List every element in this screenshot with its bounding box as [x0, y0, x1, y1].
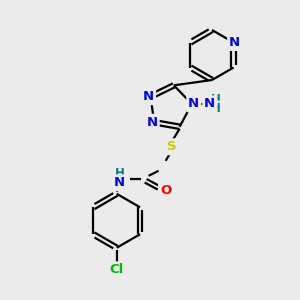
Text: Cl: Cl: [110, 263, 124, 276]
Text: H: H: [115, 167, 124, 180]
Text: N: N: [229, 36, 240, 49]
Text: N: N: [114, 176, 125, 189]
Text: N: N: [143, 90, 154, 103]
Text: N: N: [188, 98, 199, 110]
Text: O: O: [160, 184, 171, 197]
Text: H: H: [211, 93, 221, 106]
Text: S: S: [167, 140, 176, 153]
Text: N: N: [147, 116, 158, 129]
Text: H: H: [211, 102, 221, 116]
Text: N: N: [204, 98, 215, 110]
